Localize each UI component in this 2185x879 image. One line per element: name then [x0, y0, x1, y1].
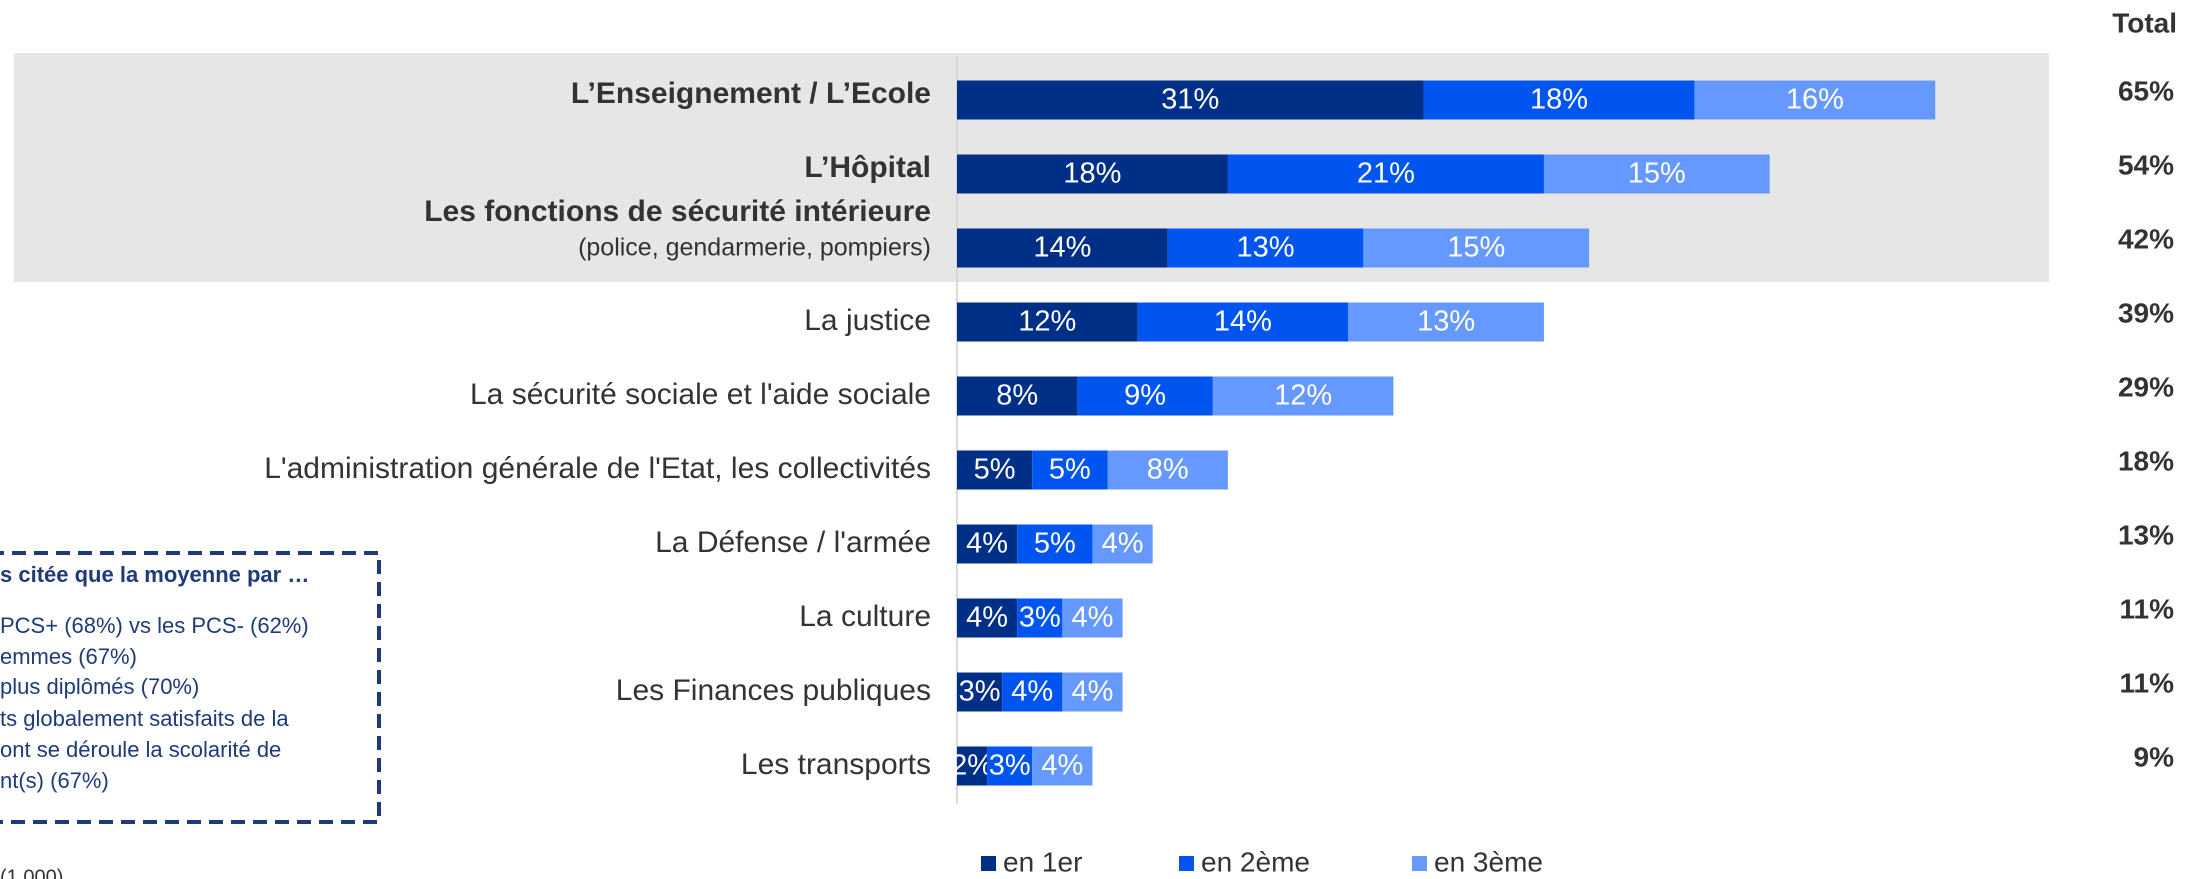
bar-segment [1107, 450, 1228, 490]
bar-segment [1363, 228, 1590, 268]
bar-segment [957, 154, 1228, 194]
bar-segment [957, 598, 1018, 638]
value-label: 4% [1071, 676, 1113, 708]
bar-segment [957, 228, 1168, 268]
total-label: 39% [2118, 297, 2174, 328]
value-label: 12% [1274, 380, 1332, 412]
legend-swatch [1412, 856, 1427, 871]
bar-segment [957, 450, 1033, 490]
total-label: 13% [2118, 519, 2174, 550]
value-label: 14% [1033, 232, 1091, 264]
value-label: 8% [996, 380, 1038, 412]
legend-label: en 1er [1003, 846, 1082, 877]
category-label: L'administration générale de l'Etat, les… [264, 452, 931, 485]
category-label: La culture [799, 600, 931, 633]
category-label: Les fonctions de sécurité intérieure [424, 195, 931, 228]
value-label: 15% [1447, 232, 1505, 264]
value-label: 14% [1214, 306, 1272, 338]
bar-segment [957, 524, 1018, 564]
total-label: 18% [2118, 445, 2174, 476]
value-label: 5% [1049, 454, 1091, 486]
value-label: 18% [1063, 158, 1121, 190]
annotation-line: ts globalement satisfaits de la [0, 706, 289, 731]
total-label: 11% [2120, 667, 2175, 698]
value-label: 13% [1237, 232, 1295, 264]
bar-segment [1002, 672, 1063, 712]
value-label: 4% [1011, 676, 1053, 708]
value-label: 21% [1357, 158, 1415, 190]
bar-segment [1062, 672, 1123, 712]
total-label: 11% [2120, 593, 2175, 624]
category-label: La sécurité sociale et l'aide sociale [470, 378, 931, 411]
total-label: 42% [2118, 223, 2174, 254]
value-label: 16% [1786, 84, 1844, 116]
value-label: 5% [974, 454, 1016, 486]
value-label: 4% [966, 602, 1008, 634]
legend-label: en 3ème [1434, 846, 1543, 877]
footnote: (1 000) [0, 866, 63, 879]
bar-segment [957, 302, 1138, 342]
value-label: 5% [1034, 528, 1076, 560]
category-label: L’Hôpital [804, 151, 931, 184]
value-label: 3% [989, 750, 1031, 782]
value-label: 2% [951, 750, 993, 782]
bar-segment [957, 80, 1424, 120]
bar-segment [1167, 228, 1364, 268]
value-label: 3% [1019, 602, 1061, 634]
value-label: 4% [1102, 528, 1144, 560]
bar-segment [957, 746, 988, 786]
annotation-line: emmes (67%) [0, 644, 137, 669]
totals-title: Total [2112, 7, 2177, 38]
annotation-line: nt(s) (67%) [0, 768, 109, 793]
category-label: Les Finances publiques [616, 674, 931, 707]
total-label: 65% [2118, 75, 2174, 106]
value-label: 12% [1018, 306, 1076, 338]
annotation-title: s citée que la moyenne par … [0, 562, 309, 587]
bar-segment [1212, 376, 1394, 416]
bar-segment [1077, 376, 1213, 416]
bar-segment [1543, 154, 1770, 194]
annotation-line: plus diplômés (70%) [0, 674, 199, 699]
legend-swatch [981, 856, 996, 871]
category-label: La justice [804, 304, 931, 337]
bar-segment [1694, 80, 1936, 120]
value-label: 8% [1147, 454, 1189, 486]
value-label: 4% [1071, 602, 1113, 634]
legend-swatch [1179, 856, 1194, 871]
total-label: 9% [2134, 741, 2175, 772]
bar-segment [1062, 598, 1123, 638]
bar-segment [1032, 746, 1093, 786]
value-label: 9% [1124, 380, 1166, 412]
category-label: La Défense / l'armée [655, 526, 931, 559]
value-label: 18% [1530, 84, 1588, 116]
category-label: L’Enseignement / L’Ecole [571, 77, 931, 110]
value-label: 13% [1417, 306, 1475, 338]
bar-segment [1032, 450, 1108, 490]
bar-segment [1017, 524, 1093, 564]
value-label: 31% [1161, 84, 1219, 116]
bar-segment [1092, 524, 1153, 564]
annotation-line: ont se déroule la scolarité de [0, 737, 281, 762]
bar-segment [1348, 302, 1544, 342]
category-label: Les transports [741, 748, 931, 781]
total-label: 54% [2118, 149, 2174, 180]
value-label: 4% [966, 528, 1008, 560]
annotation-line: PCS+ (68%) vs les PCS- (62%) [0, 613, 309, 638]
bar-segment [1137, 302, 1349, 342]
bar-segment [987, 746, 1033, 786]
total-label: 29% [2118, 371, 2174, 402]
bar-segment [1423, 80, 1695, 120]
bar-segment [1017, 598, 1063, 638]
value-label: 15% [1628, 158, 1686, 190]
bar-segment [957, 672, 1003, 712]
bar-segment [1227, 154, 1544, 194]
legend-label: en 2ème [1201, 846, 1310, 877]
category-note: (police, gendarmerie, pompiers) [578, 234, 931, 262]
value-label: 3% [959, 676, 1001, 708]
value-label: 4% [1041, 750, 1083, 782]
bar-segment [957, 376, 1078, 416]
